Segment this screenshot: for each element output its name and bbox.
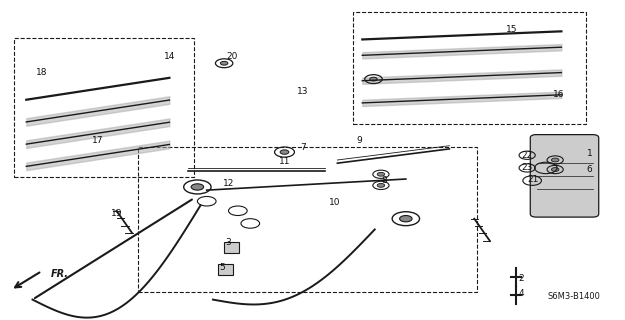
- Text: 5: 5: [219, 263, 225, 272]
- Text: 15: 15: [506, 25, 518, 35]
- Bar: [14, 38, 194, 178]
- Circle shape: [399, 215, 412, 222]
- Text: 19: 19: [111, 209, 123, 219]
- Text: S6M3-B1400: S6M3-B1400: [548, 292, 600, 301]
- Text: FR.: FR.: [51, 269, 69, 279]
- Circle shape: [221, 61, 228, 65]
- Text: 12: 12: [222, 179, 234, 188]
- Text: 1: 1: [586, 149, 592, 158]
- Text: 13: 13: [298, 87, 309, 96]
- Text: 22: 22: [521, 151, 532, 160]
- Text: 2: 2: [518, 275, 524, 284]
- Bar: [353, 12, 586, 124]
- Text: 10: 10: [329, 198, 340, 207]
- Bar: [138, 147, 478, 292]
- Bar: [218, 264, 233, 275]
- Circle shape: [551, 158, 559, 162]
- Text: 3: 3: [226, 238, 231, 247]
- Text: 6: 6: [586, 165, 592, 174]
- Text: 17: 17: [92, 136, 104, 146]
- FancyBboxPatch shape: [530, 135, 599, 217]
- Text: 9: 9: [356, 136, 362, 146]
- Text: 20: 20: [226, 52, 238, 61]
- Bar: [224, 242, 239, 253]
- Circle shape: [191, 184, 204, 190]
- Text: 4: 4: [518, 289, 524, 298]
- Text: 8: 8: [381, 176, 387, 185]
- Text: 18: 18: [36, 68, 48, 77]
- Text: 11: 11: [279, 157, 290, 166]
- Circle shape: [551, 168, 559, 172]
- Text: 23: 23: [521, 164, 533, 172]
- Text: 16: 16: [552, 91, 564, 100]
- Circle shape: [378, 183, 384, 187]
- Text: 14: 14: [164, 52, 175, 61]
- Text: 7: 7: [300, 143, 306, 152]
- Circle shape: [280, 150, 289, 154]
- Circle shape: [370, 77, 378, 81]
- Circle shape: [378, 172, 384, 176]
- Text: 21: 21: [528, 174, 539, 184]
